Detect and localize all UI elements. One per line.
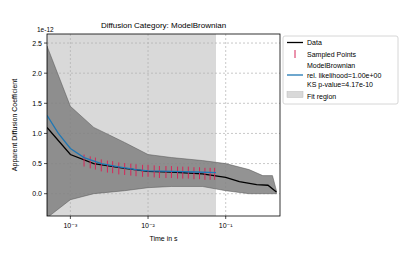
grid-line-y bbox=[47, 43, 280, 44]
sampled-point bbox=[193, 167, 194, 179]
legend: Data Sampled Points ModelBrownian rel. like… bbox=[283, 36, 398, 104]
grid-line-x bbox=[148, 34, 149, 216]
axes-frame bbox=[47, 34, 280, 216]
plot-area bbox=[47, 34, 280, 216]
x-tick-label: 10⁻¹ bbox=[219, 222, 233, 229]
y-tick bbox=[44, 193, 47, 194]
x-tick bbox=[148, 216, 149, 219]
y-tick-label: 1.5 bbox=[32, 100, 42, 107]
sampled-point bbox=[182, 167, 183, 179]
sampled-point bbox=[199, 167, 200, 179]
y-axis-label: Apparent Diffusion Coefficient bbox=[11, 79, 19, 171]
sampled-point bbox=[118, 162, 119, 174]
legend-label: ModelBrownian rel. likelihood=1.00e+00 KS … bbox=[307, 62, 381, 89]
x-tick-label: 10⁻³ bbox=[63, 222, 77, 229]
x-tick-label: 10⁻² bbox=[141, 222, 155, 229]
sampled-point bbox=[214, 168, 215, 180]
y-tick-label: 0.5 bbox=[32, 160, 42, 167]
grid-line-y bbox=[47, 73, 280, 74]
y-tick-label: 2.5 bbox=[32, 40, 42, 47]
chart: 10⁻³ 10⁻² 10⁻¹ 0.0 0.5 1.0 1.5 2.0 2.5 Diffusion … bbox=[0, 0, 400, 280]
y-tick bbox=[44, 43, 47, 44]
sampled-point bbox=[95, 158, 96, 170]
legend-handle bbox=[287, 92, 303, 98]
legend-box bbox=[283, 36, 398, 104]
y-tick bbox=[44, 73, 47, 74]
y-tick bbox=[44, 133, 47, 134]
series-line bbox=[47, 127, 276, 191]
legend-label-line: Sampled Points bbox=[307, 51, 357, 59]
title: Diffusion Category: ModelBrownian bbox=[101, 21, 226, 30]
sampled-point bbox=[107, 161, 108, 173]
sampled-point bbox=[177, 167, 178, 179]
sampled-point bbox=[188, 167, 189, 179]
x-tick bbox=[225, 216, 226, 219]
legend-label-line: ModelBrownian bbox=[307, 62, 355, 69]
sampled-point bbox=[90, 156, 91, 168]
y-tick bbox=[44, 163, 47, 164]
legend-label: Data bbox=[307, 39, 322, 46]
sampled-point bbox=[159, 166, 160, 178]
sampled-point bbox=[165, 166, 166, 178]
y-tick-label: 0.0 bbox=[32, 190, 42, 197]
sampled-point bbox=[112, 161, 113, 173]
x-axis-label: Time in s bbox=[149, 235, 178, 242]
std-band bbox=[47, 46, 276, 216]
x-tick bbox=[70, 216, 71, 219]
grid-line-y bbox=[47, 103, 280, 104]
sampled-point bbox=[84, 155, 85, 167]
y-tick bbox=[44, 103, 47, 104]
legend-handle bbox=[287, 74, 303, 75]
legend-label-line: rel. likelihood=1.00e+00 bbox=[307, 72, 381, 79]
legend-label: Sampled Points bbox=[307, 51, 357, 59]
legend-label: Fit region bbox=[307, 93, 336, 101]
series-line bbox=[47, 115, 216, 172]
legend-label-line: KS p-value=4.17e-10 bbox=[307, 81, 373, 89]
sampled-point bbox=[204, 168, 205, 180]
offset-label: 1e-12 bbox=[37, 26, 54, 33]
sampled-point bbox=[124, 163, 125, 175]
y-tick-label: 2.0 bbox=[32, 70, 42, 77]
legend-handle bbox=[295, 50, 296, 58]
sampled-point bbox=[101, 159, 102, 171]
legend-label-line: Data bbox=[307, 39, 322, 46]
legend-handle bbox=[287, 42, 303, 43]
sampled-point bbox=[130, 164, 131, 176]
sampled-point bbox=[210, 168, 211, 180]
y-tick-label: 1.0 bbox=[32, 130, 42, 137]
